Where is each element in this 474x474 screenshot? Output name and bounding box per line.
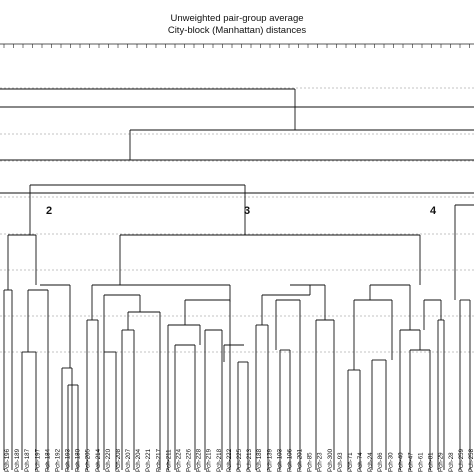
leaf-label: Pch-258: [468, 448, 474, 472]
leaf-label: Pch-196: [4, 448, 11, 472]
leaf-label: Pch-197: [34, 448, 41, 472]
leaf-label: Pch-81: [428, 452, 435, 472]
leaf-label: Pch-184: [44, 448, 51, 472]
top-axis-ticks: [3, 44, 470, 48]
leaf-label: Pch-188: [256, 448, 263, 472]
cluster-label-2: 2: [46, 205, 52, 217]
leaf-label: Pch-24: [367, 452, 374, 472]
dendrogram-branches: [0, 88, 474, 470]
leaf-label: Pch-228: [196, 448, 203, 472]
gridlines: [0, 87, 474, 353]
leaf-label: Pch-211: [165, 449, 172, 472]
leaf-label: Pch-218: [216, 448, 223, 472]
leaf-label: Pch-300: [327, 448, 334, 472]
leaf-label: Pch-192: [54, 448, 61, 472]
leaf-label: Pch-106: [286, 448, 293, 472]
chart-title-line-1: Unweighted pair-group average: [170, 13, 304, 24]
leaf-label: Pch-47: [407, 452, 414, 472]
leaf-label: Pch-28: [448, 452, 455, 472]
leaf-label: Pch-213: [246, 448, 253, 472]
leaf-label: Pch-205: [85, 448, 92, 472]
leaf-label: Pch-222: [226, 448, 233, 472]
leaf-label: Pch-71: [347, 452, 354, 472]
leaf-label: Pch-219: [206, 448, 213, 472]
leaf-label: Pch-224: [175, 448, 182, 472]
leaf-label: Pch-226: [186, 448, 193, 472]
leaf-label: Pch-187: [24, 448, 31, 472]
leaf-label: Pch-180: [75, 448, 82, 472]
chart-title-line-2: City-block (Manhattan) distances: [167, 25, 307, 36]
cluster-label-3: 3: [244, 205, 250, 217]
leaf-label: Pch-208: [115, 448, 122, 472]
leaf-label: Pch-85: [307, 452, 314, 472]
leaf-label: Pch-221: [145, 448, 152, 472]
leaf-labels: Pch-196 Pch-189 Pch-187 Pch-197 Pch-184 Pch-1…: [4, 448, 474, 472]
leaf-label: Pch-189: [14, 448, 21, 472]
leaf-label: Pch-103: [276, 448, 283, 472]
leaf-label: Pch-93: [337, 452, 344, 472]
leaf-label: Pch-201: [297, 448, 304, 472]
leaf-label: Pch-74: [357, 452, 364, 472]
leaf-label: Pch-61: [418, 452, 425, 472]
cluster-label-4: 4: [430, 205, 437, 217]
leaf-label: Pch-225: [236, 448, 243, 472]
leaf-label: Pch-23: [317, 452, 324, 472]
leaf-label: Pch-204: [135, 448, 142, 472]
leaf-label: Pch-207: [125, 448, 132, 472]
leaf-label: Pch-40: [397, 452, 404, 472]
leaf-label: Pch-86: [377, 452, 384, 472]
leaf-label: Pch-30: [387, 452, 394, 472]
leaf-label: Pch-259: [458, 448, 465, 472]
leaf-label: Pch-220: [105, 448, 112, 472]
leaf-label: Pch-139: [266, 448, 273, 472]
leaf-label: Pch-217: [155, 448, 162, 472]
leaf-label: Pch-214: [95, 448, 102, 472]
leaf-label: Pch-193: [65, 448, 72, 472]
leaf-label: Pch-29: [438, 452, 445, 472]
